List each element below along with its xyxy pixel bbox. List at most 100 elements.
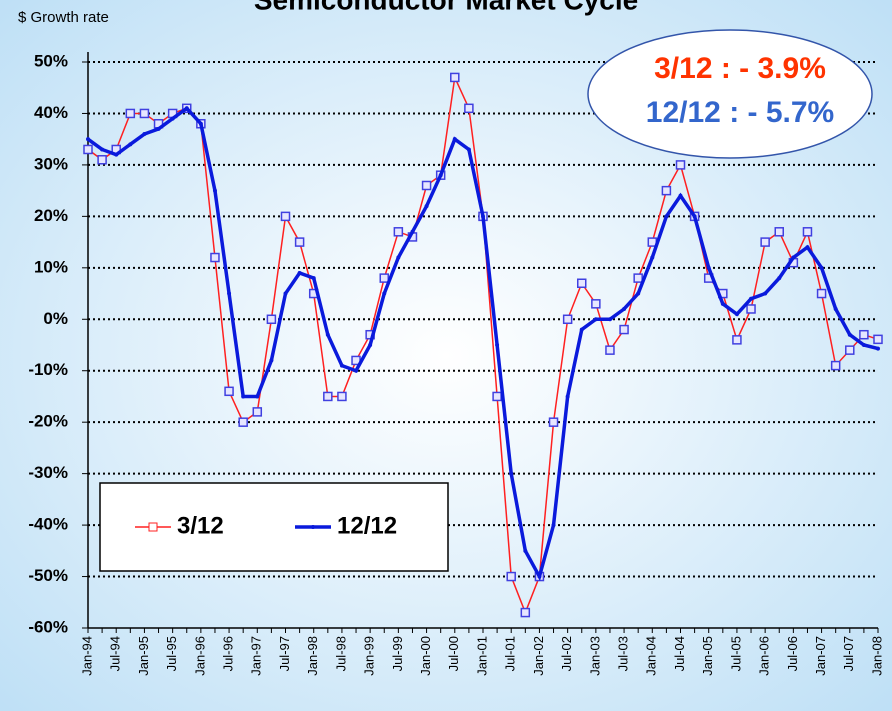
point-marker [100,147,105,152]
point-marker [633,273,643,283]
point-marker [873,334,883,345]
point-marker [142,132,147,137]
x-tick-label: Jul-06 [785,636,800,671]
point-marker [410,229,415,234]
point-marker [198,121,203,126]
point-marker [802,227,813,237]
point-marker [622,306,627,311]
point-marker [283,291,288,296]
point-marker [763,291,768,296]
point-marker [492,391,502,402]
legend-marker [311,525,315,529]
point-marker [393,227,404,237]
point-marker [464,103,474,114]
y-tick-label: -30% [28,463,68,482]
point-marker [650,255,655,260]
point-marker [438,173,443,178]
point-marker [819,265,824,270]
point-marker [339,363,344,368]
x-tick-label: Jan-96 [192,636,207,676]
point-marker [605,345,615,355]
x-tick-label: Jan-95 [136,636,151,676]
point-marker [859,329,869,340]
point-marker [664,214,669,219]
point-marker [746,304,756,314]
point-marker [224,386,234,397]
point-marker [269,358,274,363]
x-tick-label: Jul-98 [333,636,348,671]
point-marker [325,332,330,337]
point-marker [97,155,107,165]
x-tick-label: Jan-99 [362,636,377,676]
y-tick-label: -10% [28,360,68,379]
point-marker [732,335,742,345]
point-marker [139,108,150,119]
point-marker [607,317,612,322]
point-marker [114,152,119,157]
x-tick-label: Jul-03 [616,636,631,671]
point-marker [636,291,641,296]
x-tick-label: Jul-96 [221,636,236,671]
point-marker [337,391,347,402]
point-marker [593,317,598,322]
legend-marker [148,522,158,532]
point-marker [311,276,316,281]
point-marker [675,160,686,170]
x-tick-label: Jan-97 [249,636,264,676]
chart-title: Semiconductor Market Cycle [254,0,638,15]
point-marker [777,276,782,281]
point-marker [548,417,559,427]
x-tick-label: Jan-04 [644,636,659,676]
y-tick-label: 0% [43,309,68,328]
point-marker [125,108,136,119]
point-marker [396,255,401,260]
point-marker [579,327,584,332]
point-marker [128,142,133,147]
point-marker [280,211,291,222]
point-marker [833,306,838,311]
point-marker [481,214,485,219]
x-tick-label: Jul-94 [108,636,123,671]
point-marker [591,299,601,309]
point-marker [509,471,514,476]
point-marker [354,368,359,373]
annotation-bubble [587,29,873,159]
point-marker [551,523,556,528]
x-tick-label: Jul-00 [446,636,461,671]
point-marker [565,394,570,399]
point-marker [170,116,175,121]
point-marker [184,106,189,111]
point-marker [368,343,373,347]
point-marker [805,245,810,250]
point-marker [523,548,528,553]
point-marker [734,312,739,317]
x-tick-label: Jan-07 [813,636,828,676]
point-marker [847,332,852,337]
point-marker [466,147,471,152]
point-marker [86,137,90,142]
point-marker [692,214,697,219]
x-tick-label: Jul-04 [672,636,687,671]
point-marker [379,273,389,283]
point-marker [266,314,277,325]
x-tick-label: Jan-05 [700,636,715,676]
point-marker [760,237,770,247]
x-tick-label: Jan-08 [869,636,884,676]
x-tick-label: Jul-02 [559,636,574,671]
point-marker [156,126,161,131]
point-marker [876,346,880,351]
point-marker [520,607,531,618]
point-marker [238,417,248,427]
x-tick-label: Jul-07 [841,636,856,671]
y-axis-label: $ Growth rate [18,9,109,26]
x-tick-label: Jan-94 [79,636,94,676]
x-tick-label: Jul-97 [277,636,292,671]
point-marker [816,288,827,299]
x-tick-label: Jan-03 [587,636,602,676]
y-tick-label: 10% [34,257,68,276]
point-marker [861,343,866,347]
point-marker [450,72,460,83]
point-marker [297,270,302,275]
x-tick-label: Jan-06 [757,636,772,676]
